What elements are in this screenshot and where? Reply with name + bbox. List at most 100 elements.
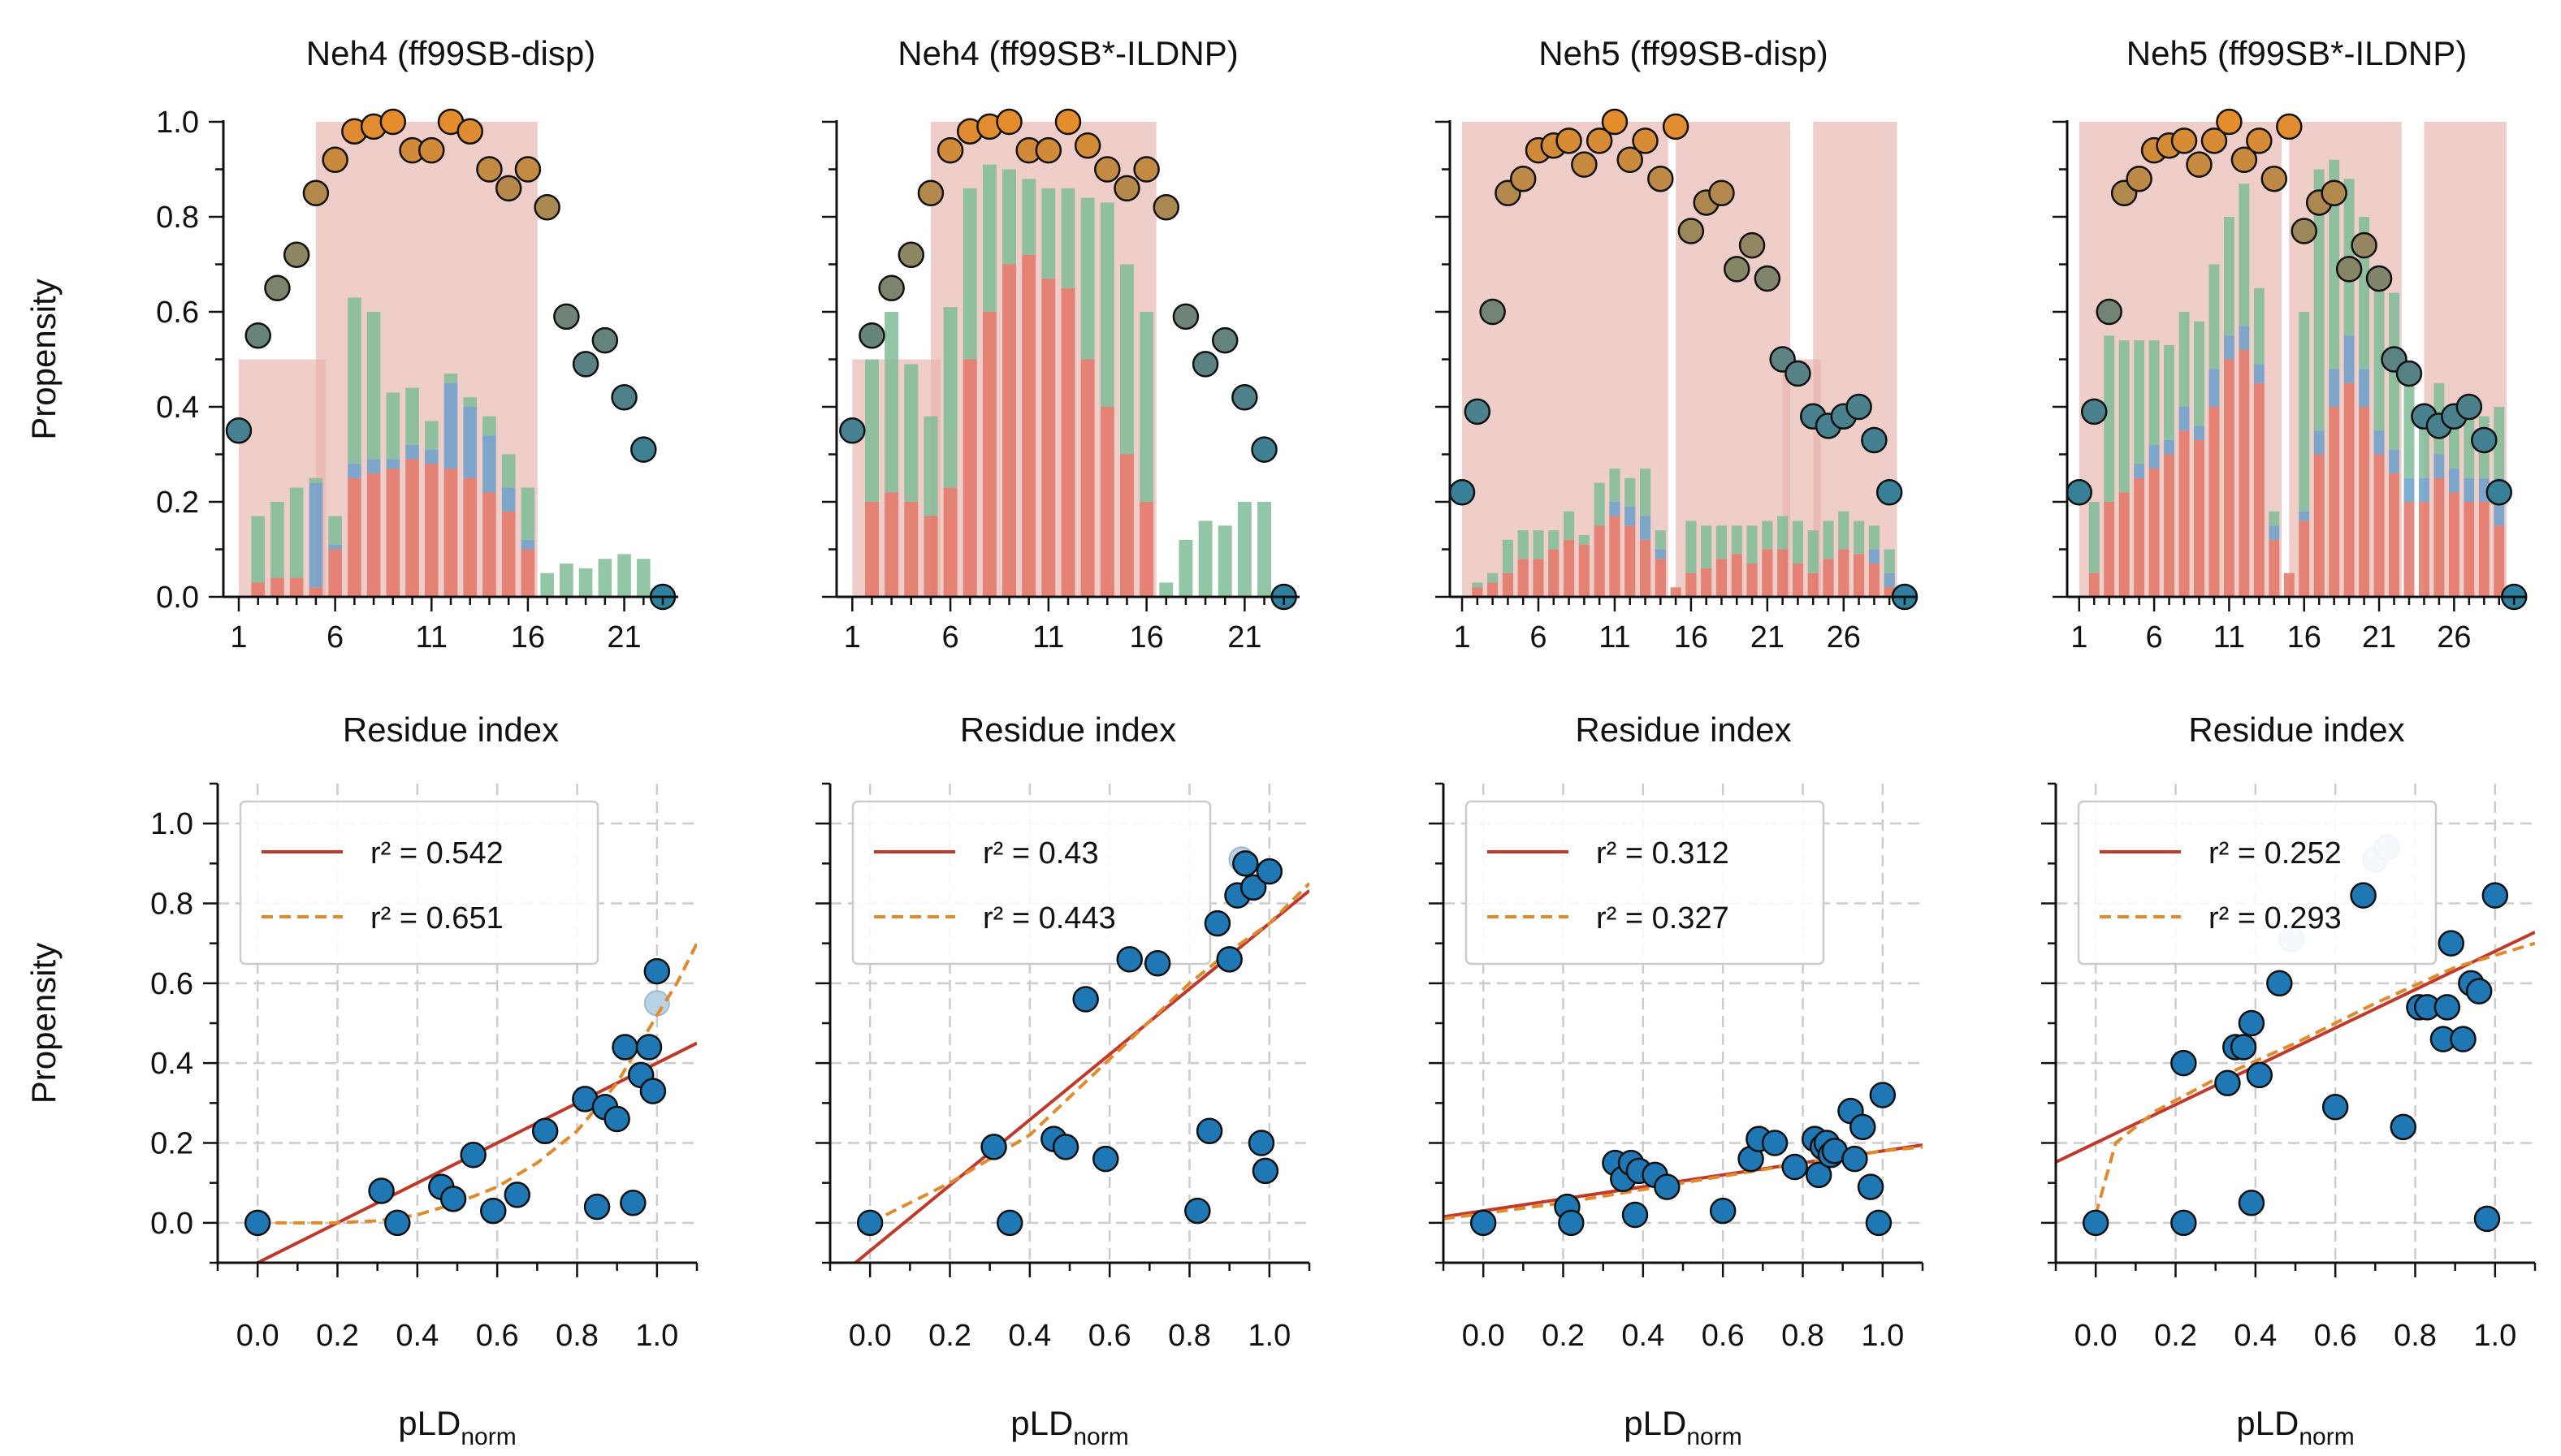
bar-helix: [1838, 549, 1849, 597]
bar-coil: [251, 516, 266, 583]
legend-label: r² = 0.443: [983, 901, 1116, 935]
bar-coil: [1100, 202, 1114, 407]
bar-coil: [1002, 169, 1016, 265]
bar-turn: [348, 464, 361, 478]
bar-helix: [1670, 587, 1681, 597]
legend-box: [1464, 800, 1825, 966]
bar-turn: [2253, 364, 2265, 383]
bar-helix: [2223, 359, 2234, 597]
y-tick-label: 0.8: [150, 888, 193, 922]
propensity-point: [1632, 127, 1659, 154]
bar-coil: [405, 387, 419, 445]
bar-helix: [501, 511, 516, 597]
propensity-point: [1464, 398, 1491, 426]
bar-turn: [1639, 516, 1651, 540]
propensity-point: [2276, 113, 2303, 140]
panel-6: r² = 0.43 r² = 0.443 0.0 0.2 0.4 0.6 0.8 1.0 pLD…: [815, 782, 1311, 1450]
bar-helix: [1762, 549, 1773, 597]
bar-turn: [2208, 369, 2220, 407]
data-point: [1248, 1130, 1275, 1156]
x-tick-label: 1.0: [2473, 1319, 2516, 1353]
data-point: [1654, 1173, 1681, 1200]
bar-coil: [2373, 287, 2385, 431]
propensity-point: [1571, 151, 1598, 178]
x-tick-label: 1: [2070, 620, 2087, 655]
x-tick-label: 0.6: [476, 1319, 519, 1353]
bar-helix: [2148, 469, 2160, 597]
data-point: [2214, 1069, 2241, 1096]
propensity-point: [591, 326, 619, 354]
legend-label: r² = 0.312: [1596, 836, 1729, 871]
bar-coil: [865, 359, 879, 502]
bar-helix: [2373, 454, 2385, 597]
data-point: [1558, 1209, 1585, 1237]
y-tick-label: 0.6: [150, 967, 193, 1001]
bar-turn: [2178, 407, 2190, 431]
data-point: [2390, 1113, 2416, 1141]
bar-helix: [2299, 521, 2310, 597]
bar-turn: [521, 539, 535, 550]
bar-helix: [2464, 502, 2475, 597]
data-point: [384, 1209, 411, 1237]
propensity-point: [476, 156, 503, 183]
propensity-point: [1035, 136, 1062, 164]
bar-coil: [1041, 188, 1056, 279]
x-axis-label: pLDnorm: [2236, 1404, 2354, 1450]
bar-helix: [2403, 502, 2415, 597]
propensity-point: [2351, 231, 2377, 259]
fit-line-other: [869, 882, 1309, 1225]
propensity-point: [2186, 151, 2213, 178]
bar-coil: [1838, 511, 1849, 550]
bar-coil: [1548, 530, 1560, 550]
bar-coil: [2118, 340, 2130, 493]
y-tick-label: 0.0: [150, 1207, 193, 1241]
bar-helix: [424, 464, 439, 597]
bar-helix: [2494, 525, 2505, 597]
propensity-point: [2471, 426, 2498, 454]
bar-coil: [1061, 188, 1075, 288]
data-point: [1849, 1113, 1876, 1141]
data-point: [1092, 1145, 1119, 1173]
data-point: [2170, 1209, 2197, 1237]
bar-helix: [1655, 559, 1666, 597]
bar-turn: [2418, 477, 2429, 502]
data-point: [635, 1034, 663, 1061]
data-point: [1781, 1153, 1808, 1181]
data-point: [2246, 1061, 2273, 1089]
x-tick-label: 1: [844, 620, 861, 655]
propensity-point: [283, 241, 310, 269]
bar-coil: [1609, 469, 1620, 502]
propensity-point: [1509, 165, 1537, 192]
bar-coil: [521, 487, 535, 540]
propensity-point: [839, 417, 866, 444]
bar-coil: [1639, 469, 1651, 516]
propensity-point: [2216, 108, 2243, 136]
data-point: [531, 1117, 559, 1144]
bar-helix: [1777, 549, 1789, 597]
bar-helix: [1609, 516, 1620, 597]
data-point: [1052, 1134, 1079, 1160]
data-point: [460, 1142, 487, 1169]
propensity-point: [264, 274, 291, 301]
bar-turn: [2389, 449, 2399, 473]
data-point: [1232, 850, 1259, 877]
panel-title: Neh4 (ff99SB-disp): [306, 34, 595, 72]
bar-coil: [482, 416, 496, 436]
data-point: [2433, 994, 2461, 1021]
bar-coil: [924, 416, 938, 516]
bar-helix: [2134, 477, 2145, 597]
bar-helix: [1487, 582, 1499, 597]
propensity-point: [379, 108, 407, 136]
bar-helix: [963, 359, 977, 597]
data-point: [2481, 882, 2509, 909]
bar-coil: [1731, 525, 1742, 555]
propensity-point: [1479, 298, 1506, 326]
bar-helix: [2253, 382, 2265, 597]
bar-coil: [2329, 159, 2340, 369]
data-point: [2238, 1190, 2265, 1216]
data-point: [1144, 950, 1171, 977]
y-tick-label: 1.0: [150, 807, 193, 841]
bar-coil: [386, 392, 400, 460]
y-axis-label: Propensity: [24, 943, 63, 1104]
